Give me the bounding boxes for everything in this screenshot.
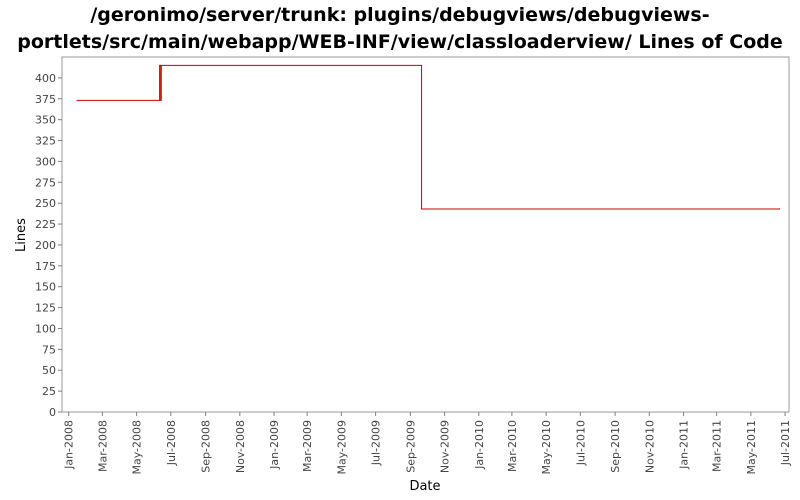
y-tick-label: 400 xyxy=(35,72,56,85)
x-tick-label: Mar-2011 xyxy=(711,420,724,472)
y-tick-label: 225 xyxy=(35,218,56,231)
chart-title-line-2: portlets/src/main/webapp/WEB-INF/view/cl… xyxy=(17,31,783,53)
y-tick-label: 325 xyxy=(35,135,56,148)
y-tick-label: 50 xyxy=(42,364,56,377)
x-tick-label: Sep-2008 xyxy=(200,420,213,473)
chart-title: /geronimo/server/trunk: plugins/debugvie… xyxy=(0,2,800,56)
x-tick-label: Nov-2010 xyxy=(643,420,656,473)
y-tick-label: 175 xyxy=(35,260,56,273)
y-tick-label: 375 xyxy=(35,93,56,106)
y-tick-label: 150 xyxy=(35,281,56,294)
y-tick-label: 300 xyxy=(35,155,56,168)
x-tick-label: Nov-2009 xyxy=(439,420,452,473)
x-axis: Jan-2008 Mar-2008 May-2008 Jul-2008 Sep-2008… xyxy=(63,412,792,475)
x-axis-label: Date xyxy=(409,479,440,494)
y-axis: 0 25 50 75 100 125 150 175 200 225 250 275 300 325 350… xyxy=(35,72,62,419)
chart-title-line-1: /geronimo/server/trunk: plugins/debugvie… xyxy=(90,4,710,26)
x-tick-label: Jan-2011 xyxy=(678,420,691,470)
x-tick-label: Jan-2010 xyxy=(473,420,486,470)
x-tick-label: May-2011 xyxy=(745,420,758,475)
y-tick-label: 25 xyxy=(42,385,56,398)
x-tick-label: Jul-2011 xyxy=(779,420,792,466)
x-tick-label: Sep-2009 xyxy=(404,420,417,473)
y-tick-label: 200 xyxy=(35,239,56,252)
y-tick-label: 75 xyxy=(42,343,56,356)
x-tick-label: May-2008 xyxy=(131,420,144,475)
x-tick-label: May-2010 xyxy=(540,420,553,475)
x-tick-label: May-2009 xyxy=(335,420,348,475)
series-layer xyxy=(76,64,780,210)
y-tick-label: 350 xyxy=(35,114,56,127)
x-tick-label: Nov-2008 xyxy=(234,420,247,473)
x-tick-label: Jul-2008 xyxy=(165,420,178,466)
y-tick-label: 125 xyxy=(35,302,56,315)
series-line xyxy=(76,64,780,210)
y-tick-label: 100 xyxy=(35,322,56,335)
x-tick-label: Jan-2009 xyxy=(268,420,281,470)
x-tick-label: Mar-2010 xyxy=(506,420,519,472)
x-tick-label: Mar-2008 xyxy=(96,420,109,472)
y-tick-label: 275 xyxy=(35,176,56,189)
x-tick-label: Jul-2010 xyxy=(574,420,587,466)
x-tick-label: Sep-2010 xyxy=(609,420,622,473)
x-tick-label: Jul-2009 xyxy=(370,420,383,466)
x-tick-label: Jan-2008 xyxy=(63,420,76,470)
y-tick-label: 0 xyxy=(49,406,56,419)
plot-area xyxy=(61,56,790,413)
x-tick-label: Mar-2009 xyxy=(301,420,314,472)
y-tick-label: 250 xyxy=(35,197,56,210)
y-axis-label: Lines xyxy=(14,218,29,252)
